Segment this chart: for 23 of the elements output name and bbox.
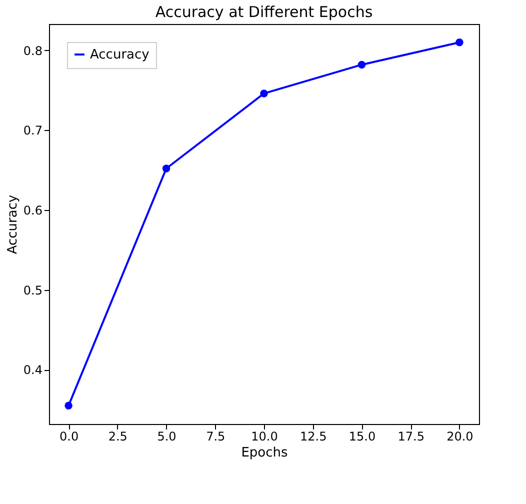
y-tick-label: 0.6 [23, 204, 42, 218]
x-tick-label: 2.5 [108, 430, 128, 444]
point [64, 402, 72, 410]
x-tick-label: 20.0 [446, 430, 474, 444]
x-axis-title: Epochs [241, 446, 288, 460]
x-tick-label: 10.0 [251, 430, 278, 444]
x-tick-label: 15.0 [348, 430, 376, 444]
x-tick-label: 5.0 [157, 430, 176, 444]
point [162, 164, 170, 172]
x-tick-label: 17.5 [398, 430, 424, 444]
x-tick-label: 12.5 [300, 430, 327, 444]
x-tick-label: 0.0 [60, 430, 79, 444]
y-tick-label: 0.5 [23, 283, 42, 298]
point [260, 90, 268, 98]
y-tick-label: 0.4 [23, 363, 42, 378]
point [358, 60, 366, 69]
y-axis-title: Accuracy [5, 194, 20, 254]
y-tick-label: 0.7 [23, 124, 42, 138]
point [456, 38, 464, 46]
y-tick-label: 0.8 [23, 44, 42, 58]
chart-title: Accuracy at Different Epochs [155, 3, 373, 21]
legend-label: Accuracy [90, 48, 150, 62]
x-tick-label: 7.5 [206, 430, 226, 444]
